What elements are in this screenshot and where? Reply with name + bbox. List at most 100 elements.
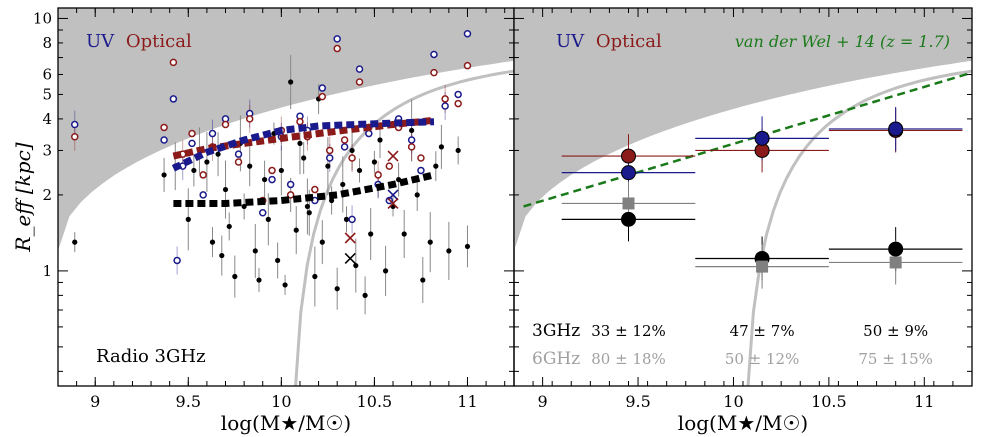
radio-point [209,239,216,245]
x-axis-label-left: log(M★/M☉) [221,411,351,435]
trend-line [173,171,435,207]
x-tick-label: 11 [457,392,477,411]
radio-point [306,210,312,216]
optical-point [221,120,230,129]
optical-point [385,162,394,170]
y-tick-label: 6 [42,65,52,83]
optical-point [325,146,334,155]
y-axis-label: R_eff [kpc] [11,142,35,252]
uv-point [365,129,373,138]
optical-point [333,44,341,53]
radio-point [304,203,311,210]
uv-point [188,139,196,148]
uv-point [173,256,181,265]
fraction-row-label: 6GHz [532,349,580,369]
optical-point [417,154,425,162]
bin-marker-uv [621,165,636,181]
uv-point [441,102,449,110]
y-tick-label: 8 [42,34,52,52]
right-axes: 9 9.5 10 10.5 11 [513,7,973,411]
radio-point [334,286,340,292]
uv-point [407,136,416,144]
uv-point [454,90,462,99]
radio-point [401,231,407,237]
legend-uv: UV [86,31,115,52]
excluded-region [58,8,514,251]
fraction-value: 33 ± 12% [591,322,666,340]
bin-marker-uv [754,130,770,146]
optical-point [268,166,276,175]
fraction-value: 50 ± 12% [725,350,800,368]
radio-point [427,239,433,245]
x-tick-label: 9.5 [176,392,201,411]
fraction-value: 50 ± 9% [863,322,928,340]
x-tick-label: 9 [538,392,548,411]
radio-point [222,186,229,193]
uv-point [208,129,217,138]
resolution-curve [746,69,972,386]
optical-point [286,191,295,199]
uv-point [234,150,243,158]
bin-marker-3ghz [888,241,904,257]
fraction-value: 80 ± 18% [591,350,666,368]
x-tick-label: 10.5 [357,392,393,411]
crossed-point [344,252,356,265]
radio-point [261,176,268,183]
uv-point [286,180,295,189]
radio-point [275,257,281,264]
reference-label: van der Wel + 14 (z = 1.7) [735,32,950,51]
radio-point [409,127,415,134]
radio-point [301,155,307,161]
legend-uv: UV [556,31,585,52]
fraction-value: 75 ± 15% [858,350,933,368]
uv-point [160,136,168,144]
uv-point [268,175,276,184]
radio-point [72,239,78,245]
optical-point [407,143,416,151]
fraction-value: 47 ± 7% [730,322,795,340]
optical-point [463,61,472,70]
svg-text:UV Optical: UV Optical [556,31,662,52]
optical-point [374,171,382,179]
annotation-radio-3ghz: Radio 3GHz [96,346,206,367]
radio-point [464,243,471,250]
optical-point [296,117,304,126]
bin-6ghz-marker [756,260,769,273]
radio-point [353,262,359,269]
radio-point [325,163,331,169]
y-tick-label: 10 [33,9,52,27]
radio-point [329,197,335,204]
crossed-point [387,150,399,162]
uv-point [417,166,425,175]
optical-point [234,158,243,166]
radio-point [343,216,350,222]
y-tick-label: 2 [42,186,52,204]
uv-point [463,29,472,38]
uv-point [71,120,79,129]
y-tick-label: 4 [42,110,52,128]
radio-point [247,163,253,169]
radio-point [293,227,299,233]
radio-point [414,192,420,198]
x-tick-label: 10 [723,392,743,411]
optical-point [430,68,438,77]
radio-point [215,151,221,157]
radio-point [319,239,325,245]
optical-point [71,132,79,141]
radio-point [446,248,452,254]
radio-point [161,172,167,178]
fraction-row-label: 3GHz [532,321,580,341]
optical-point [355,78,364,86]
optical-point [311,185,319,194]
radio-point [232,273,238,280]
radio-point [256,277,262,283]
trend-line [171,118,435,172]
optical-point [340,136,349,144]
optical-point [169,58,178,67]
x-tick-label: 9 [90,392,100,411]
bin-6ghz-marker [622,197,635,210]
right-plot-area [514,8,972,386]
bin-6ghz-marker [889,256,902,269]
radio-point [368,231,374,237]
